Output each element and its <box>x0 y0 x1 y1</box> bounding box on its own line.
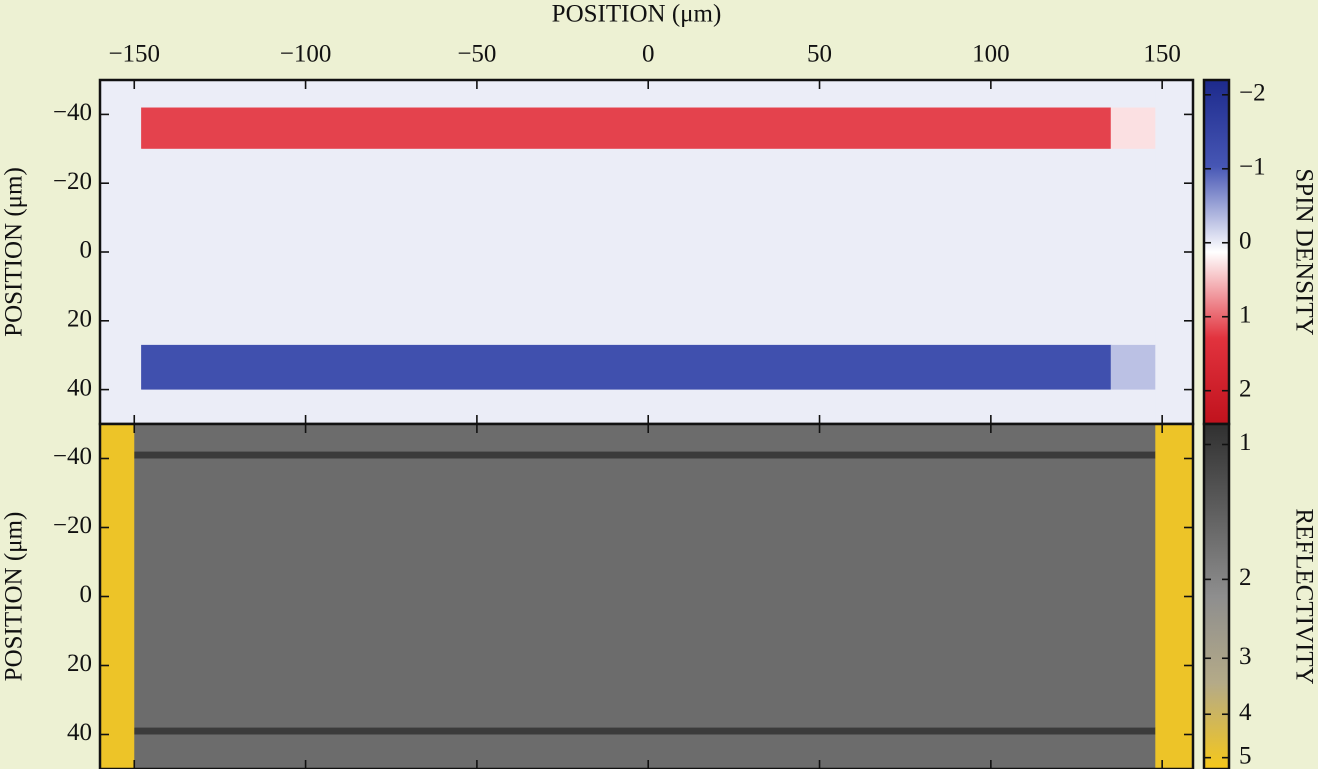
colorbar-tick-label: 1 <box>1239 429 1252 456</box>
colorbar-tick-label: 2 <box>1239 564 1252 591</box>
colorbar-tick-label: 2 <box>1239 375 1252 402</box>
colorbar-tick-label: −1 <box>1239 154 1266 181</box>
colorbar-tick-label: −2 <box>1239 80 1266 107</box>
heatmap-cell <box>1155 389 1194 425</box>
heatmap-cell <box>134 734 1156 769</box>
y-tick-label: 20 <box>67 650 92 677</box>
y-axis-label: POSITION (μm) <box>1 167 28 337</box>
heatmap-cell <box>1110 344 1156 391</box>
heatmap-cell <box>141 107 1112 150</box>
heatmap-cell <box>134 451 1156 459</box>
colorbar <box>1204 424 1229 769</box>
y-tick-label: −40 <box>53 99 92 126</box>
heatmap-cell <box>1155 80 1194 109</box>
y-tick-label: −20 <box>53 512 92 539</box>
colorbar-tick-label: 4 <box>1239 699 1252 726</box>
heatmap-cell <box>100 451 135 459</box>
colorbar-tick-label: 5 <box>1239 742 1252 769</box>
heatmap-cell <box>100 148 142 346</box>
heatmap-cell <box>1155 727 1194 735</box>
colorbar <box>1204 80 1229 424</box>
x-tick-label: −100 <box>280 41 332 68</box>
heatmap-cell <box>141 344 1112 391</box>
colorbar-label: REFLECTIVITY <box>1290 508 1317 684</box>
colorbar-tick-label: 1 <box>1239 301 1252 328</box>
heatmap-panel <box>100 424 1194 769</box>
y-tick-label: 40 <box>67 719 92 746</box>
heatmap-cell <box>134 458 1156 729</box>
heatmap-cell <box>100 458 135 729</box>
x-axis-label: POSITION (μm) <box>552 1 722 28</box>
x-tick-label: 150 <box>1143 41 1181 68</box>
heatmap-cell <box>134 727 1156 735</box>
heatmap-cell <box>1155 148 1194 346</box>
heatmap-cell <box>141 80 1112 109</box>
heatmap-cell <box>100 344 142 391</box>
x-tick-label: 100 <box>972 41 1010 68</box>
heatmap-panel <box>100 80 1194 425</box>
x-tick-label: 0 <box>642 41 655 68</box>
heatmap-cell <box>100 734 135 769</box>
y-tick-label: 0 <box>80 237 93 264</box>
y-tick-label: 0 <box>80 581 93 608</box>
heatmap-cell <box>141 389 1112 425</box>
y-tick-label: 20 <box>67 306 92 333</box>
heatmap-cell <box>1155 458 1194 729</box>
y-axis-label: POSITION (μm) <box>1 512 28 682</box>
x-tick-label: 50 <box>807 41 832 68</box>
colorbar-frame <box>1202 422 1231 769</box>
colorbar-tick-label: 3 <box>1239 643 1252 670</box>
x-tick-label: −150 <box>108 41 160 68</box>
x-tick-label: −50 <box>457 41 496 68</box>
colorbar-tick-label: 0 <box>1239 227 1252 254</box>
heatmap-cell <box>1155 451 1194 459</box>
y-tick-label: 40 <box>67 374 92 401</box>
heatmap-cell <box>100 727 135 735</box>
heatmap-cell <box>134 424 1156 453</box>
heatmap-cell <box>100 80 142 109</box>
heatmap-cell <box>1110 80 1156 109</box>
heatmap-cell <box>1155 344 1194 391</box>
heatmap-cell <box>1155 734 1194 769</box>
heatmap-cell <box>1110 389 1156 425</box>
plot-frame <box>98 422 1195 769</box>
heatmap-cell <box>1110 107 1156 150</box>
y-tick-label: −20 <box>53 168 92 195</box>
heatmap-cell <box>141 148 1112 346</box>
colorbar-label: SPIN DENSITY <box>1290 168 1317 335</box>
heatmap-cell <box>1155 424 1194 453</box>
heatmap-cell <box>1110 148 1156 346</box>
heatmap-cell <box>100 389 142 425</box>
heatmap-cell <box>100 424 135 453</box>
y-tick-label: −40 <box>53 443 92 470</box>
